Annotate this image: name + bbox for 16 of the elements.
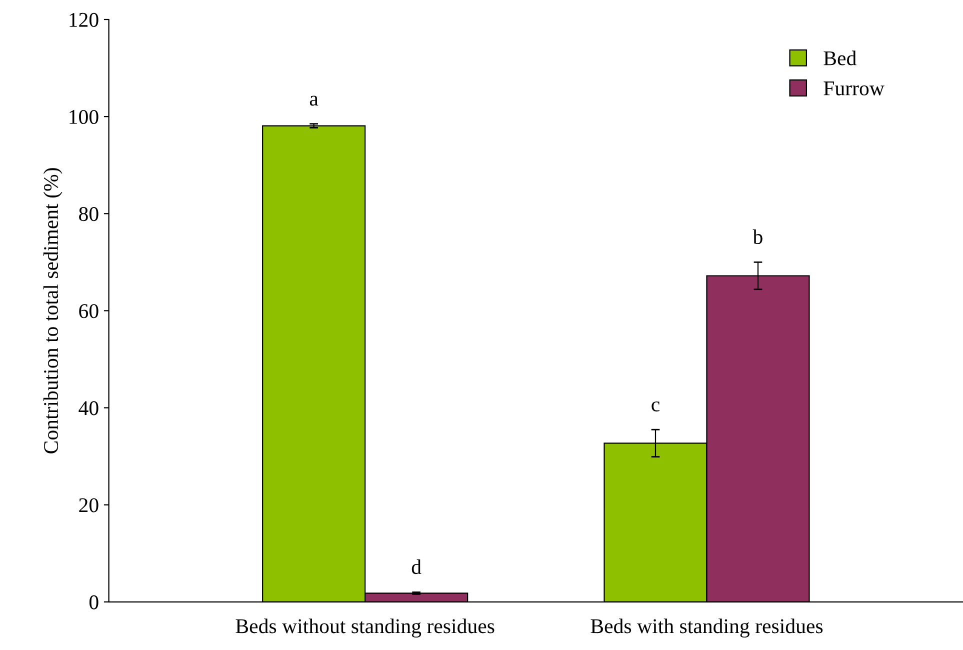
- y-axis-title: Contribution to total sediment (%): [43, 168, 62, 454]
- annotation: a: [310, 96, 318, 106]
- x-tick-label: Beds with standing residues: [590, 618, 823, 638]
- y-tick-label: 60: [79, 304, 98, 318]
- x-tick-label: Beds without standing residues: [236, 618, 494, 638]
- y-tick-label: 120: [70, 12, 98, 27]
- y-tick-label: 80: [79, 207, 98, 222]
- y-tick-label: 40: [78, 401, 98, 416]
- y-tick-label: 0: [89, 595, 98, 610]
- annotation: d: [412, 559, 422, 574]
- y-tick-label: 20: [79, 498, 98, 512]
- annotation: c: [652, 401, 660, 412]
- legend-label: Bed: [824, 50, 856, 66]
- legend-label: Furrow: [824, 82, 884, 96]
- y-tick-label: 100: [70, 110, 98, 124]
- annotation: b: [752, 229, 762, 244]
